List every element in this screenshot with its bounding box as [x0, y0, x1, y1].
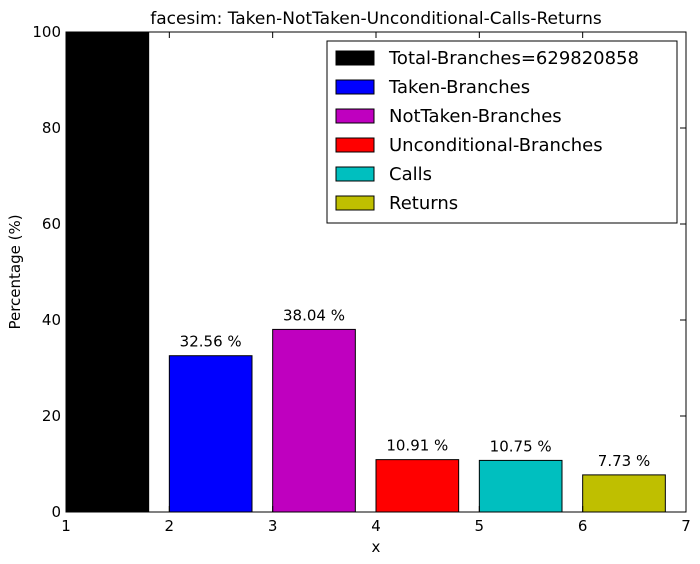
legend-swatch-1 — [335, 50, 375, 66]
bar-4 — [375, 459, 460, 513]
chart-title: facesim: Taken-NotTaken-Unconditional-Ca… — [150, 9, 602, 29]
data-label-2: 32.56 % — [180, 333, 242, 351]
legend-label-5: Calls — [389, 164, 432, 185]
x-tick-label: 6 — [578, 517, 588, 535]
legend-swatch-2 — [335, 79, 375, 95]
data-label-3: 38.04 % — [283, 306, 345, 324]
legend-frame — [326, 40, 678, 224]
y-tick-label: 60 — [42, 215, 61, 233]
y-tick-label: 40 — [42, 311, 61, 329]
legend-swatch-3 — [335, 108, 375, 124]
x-tick-label: 5 — [475, 517, 485, 535]
data-label-6: 7.73 % — [598, 452, 650, 470]
legend-label-3: NotTaken-Branches — [389, 106, 562, 127]
x-tick-label: 4 — [371, 517, 381, 535]
legend-label-6: Returns — [389, 193, 458, 214]
ticks-layer: 1 2 3 4 5 6 7 0 20 40 60 80 100 — [32, 23, 690, 535]
x-tick-label: 1 — [61, 517, 71, 535]
legend-swatch-5 — [335, 166, 375, 182]
data-label-5: 10.75 % — [490, 437, 552, 455]
x-tick-label: 2 — [165, 517, 175, 535]
legend-swatch-6 — [335, 195, 375, 211]
legend: Total-Branches=629820858 Taken-Branches No… — [326, 40, 678, 224]
bar-5 — [478, 459, 563, 513]
bar-3 — [272, 328, 356, 513]
y-axis-label: Percentage (%) — [6, 214, 24, 329]
legend-label-2: Taken-Branches — [388, 77, 530, 98]
legend-swatch-4 — [335, 137, 375, 153]
data-label-4: 10.91 % — [386, 437, 448, 455]
y-tick-label: 0 — [51, 503, 61, 521]
bars-layer: 32.56 % 38.04 % 10.91 % 10.75 % 7.73 % — [65, 31, 666, 513]
y-tick-label: 20 — [42, 407, 61, 425]
legend-label-1: Total-Branches=629820858 — [388, 48, 639, 69]
bar-2 — [168, 355, 253, 513]
y-tick-label: 100 — [32, 23, 61, 41]
bar-1 — [65, 31, 150, 513]
bar-6 — [582, 474, 666, 513]
x-tick-label: 7 — [681, 517, 691, 535]
x-axis-label: x — [372, 538, 381, 556]
y-tick-label: 80 — [42, 119, 61, 137]
legend-label-4: Unconditional-Branches — [389, 135, 603, 156]
x-tick-label: 3 — [268, 517, 278, 535]
